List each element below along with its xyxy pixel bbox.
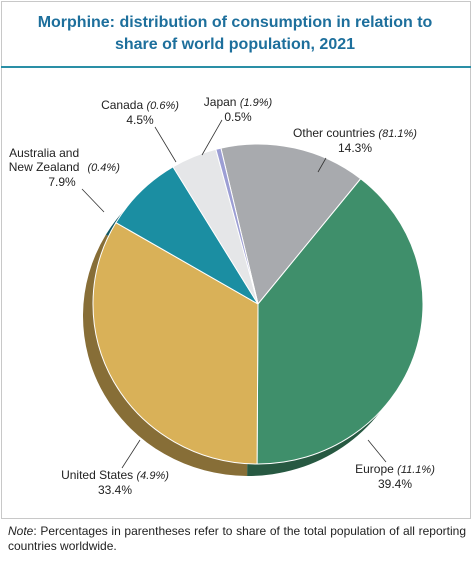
slice xyxy=(215,147,259,305)
slice xyxy=(92,221,259,465)
slice-label: Canada (0.6%) 4.5% xyxy=(88,98,192,127)
population-share: (1.9%) xyxy=(239,97,273,109)
frame xyxy=(1,1,471,519)
slice xyxy=(220,143,362,306)
slice-label: Other countries (81.1%) 14.3% xyxy=(290,126,420,155)
leader-line xyxy=(121,439,141,469)
slice-label: Australia and New Zealand (0.4%) 7.9% xyxy=(2,146,122,189)
value-label: 39.4% xyxy=(377,477,413,491)
slice-label: Europe (11.1%) 39.4% xyxy=(340,462,450,491)
category-name: Other countries xyxy=(293,126,376,140)
leader-line xyxy=(367,439,387,463)
category-name: Europe xyxy=(355,462,394,476)
note-label: Note xyxy=(8,524,34,538)
category-name: Australia and New Zealand xyxy=(8,146,80,174)
population-share: (4.9%) xyxy=(136,470,169,482)
note: Note: Percentages in parentheses refer t… xyxy=(8,524,466,554)
population-share: (0.4%) xyxy=(87,162,120,174)
leader-line xyxy=(201,119,223,156)
chart-title: Morphine: distribution of consumption in… xyxy=(37,14,433,53)
value-label: 14.3% xyxy=(337,141,373,155)
category-name: United States xyxy=(61,468,134,482)
population-share: (0.6%) xyxy=(146,100,179,112)
leader-line xyxy=(154,126,177,163)
category-name: Japan xyxy=(203,95,237,109)
value-label: 33.4% xyxy=(97,483,133,497)
chart xyxy=(81,119,424,477)
value-label: 0.5% xyxy=(224,110,252,124)
title-rule xyxy=(1,66,471,68)
population-share: (81.1%) xyxy=(378,128,417,140)
population-share: (11.1%) xyxy=(397,464,435,476)
slice xyxy=(256,178,424,465)
leader-line xyxy=(81,188,105,213)
note-text: : Percentages in parentheses refer to sh… xyxy=(8,524,466,553)
value-label: 4.5% xyxy=(126,113,154,127)
value-label: 7.9% xyxy=(48,175,76,189)
leader-line xyxy=(317,157,327,173)
slice-label: United States (4.9%) 33.4% xyxy=(50,468,180,497)
slice-label: Japan (1.9%) 0.5% xyxy=(196,95,280,124)
category-name: Canada xyxy=(101,98,144,112)
